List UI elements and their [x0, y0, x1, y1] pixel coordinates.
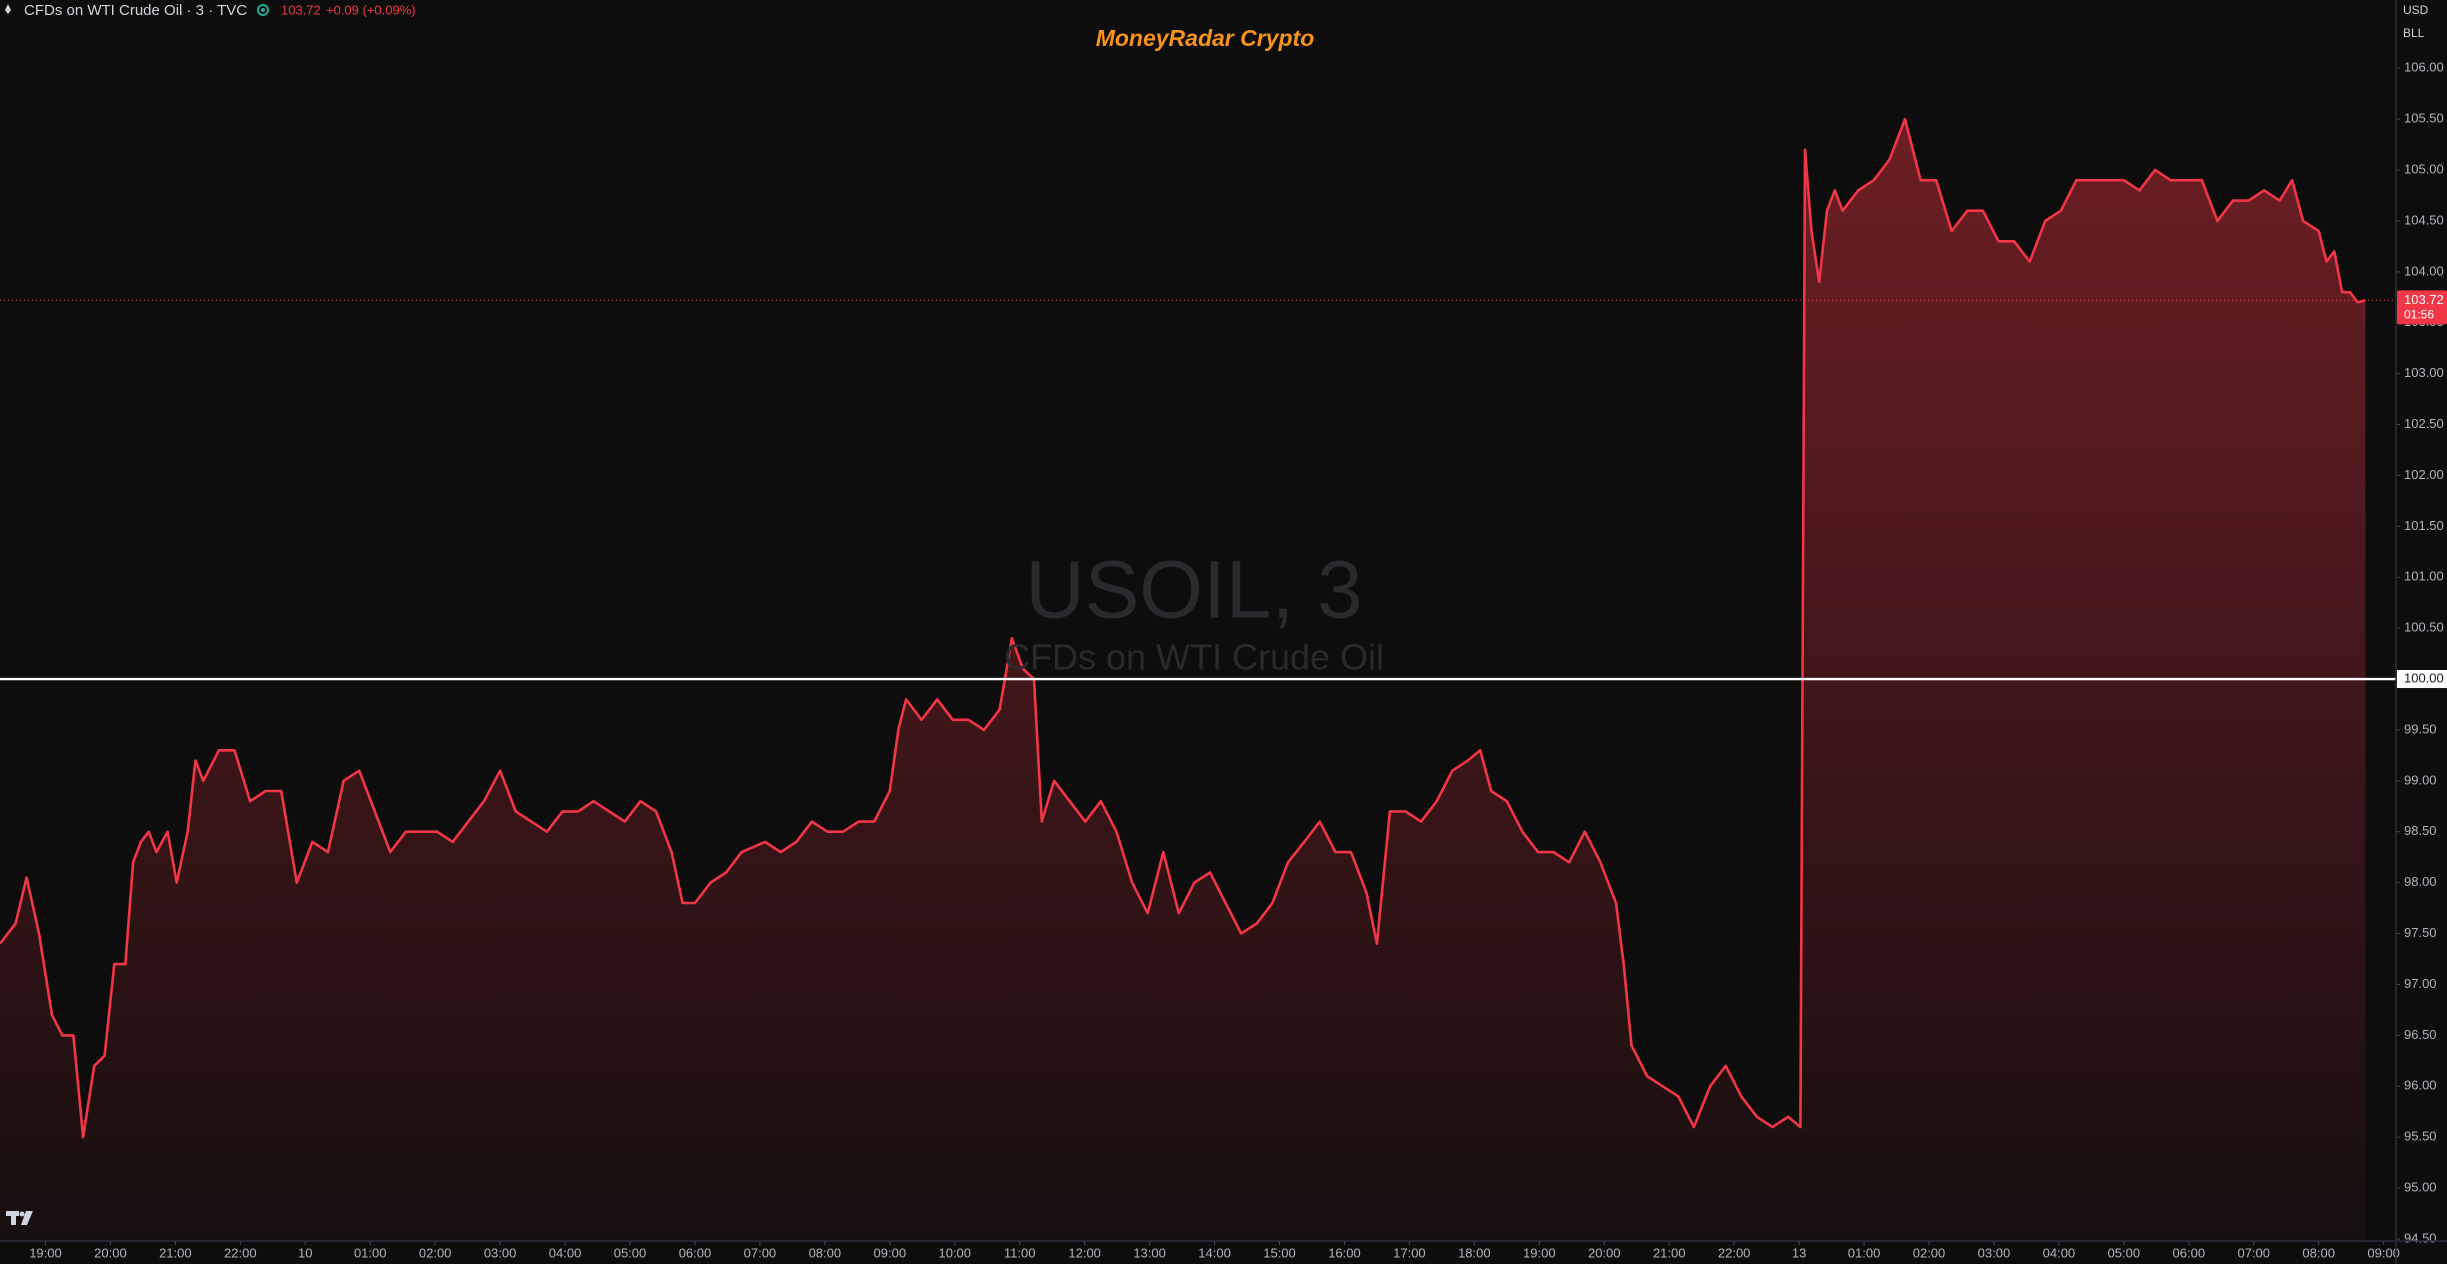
- x-tick-label: 01:00: [1848, 1245, 1881, 1260]
- x-tick-label: 09:00: [874, 1245, 907, 1260]
- y-tick-label: 104.00: [2404, 263, 2444, 278]
- x-tick-label: 09:00: [2367, 1245, 2400, 1260]
- x-tick-label: 14:00: [1198, 1245, 1231, 1260]
- x-tick-label: 18:00: [1458, 1245, 1491, 1260]
- x-tick-label: 03:00: [1978, 1245, 2011, 1260]
- x-tick-label: 10:00: [938, 1245, 971, 1260]
- x-tick-label: 15:00: [1263, 1245, 1296, 1260]
- y-tick-label: 101.00: [2404, 569, 2444, 584]
- header-symbol[interactable]: CFDs on WTI Crude Oil · 3 · TVC: [24, 2, 247, 19]
- hline-label: 100.00: [2404, 670, 2444, 685]
- x-tick-label: 20:00: [94, 1245, 127, 1260]
- y-tick-label: 95.50: [2404, 1129, 2437, 1144]
- watermark-name: CFDs on WTI Crude Oil: [1004, 637, 1384, 678]
- x-tick-label: 08:00: [809, 1245, 842, 1260]
- x-tick-label: 07:00: [744, 1245, 777, 1260]
- y-tick-label: 96.50: [2404, 1027, 2437, 1042]
- x-tick-label: 22:00: [1718, 1245, 1751, 1260]
- y-tick-label: 106.00: [2404, 60, 2444, 75]
- y-tick-label: 105.50: [2404, 111, 2444, 126]
- x-tick-label: 13: [1792, 1245, 1806, 1260]
- y-tick-label: 97.00: [2404, 976, 2437, 991]
- overlay: 94.50 95.00 95.50 96.00 96.50 97.00 97.50 98.00…: [0, 60, 2447, 1260]
- x-tick-label: 13:00: [1133, 1245, 1166, 1260]
- y-tick-label: 94.50: [2404, 1230, 2437, 1245]
- watermark-symbol: USOIL, 3: [1025, 545, 1362, 636]
- y-tick-label: 104.50: [2404, 212, 2444, 227]
- x-tick-label: 02:00: [1913, 1245, 1946, 1260]
- header-price: 103.72: [281, 2, 321, 17]
- x-tick-label: 16:00: [1328, 1245, 1361, 1260]
- y-tick-label: 103.00: [2404, 365, 2444, 380]
- y-tick-label: 102.50: [2404, 416, 2444, 431]
- y-tick-label: 99.50: [2404, 721, 2437, 736]
- y-tick-label: 100.50: [2404, 620, 2444, 635]
- x-tick-label: 08:00: [2302, 1245, 2335, 1260]
- last-price-box: [2397, 290, 2447, 325]
- x-tick-label: 01:00: [354, 1245, 387, 1260]
- y-tick-label: 101.50: [2404, 518, 2444, 533]
- x-tick-label: 12:00: [1068, 1245, 1101, 1260]
- x-tick-label: 06:00: [2173, 1245, 2206, 1260]
- header-change: +0.09 (+0.09%): [326, 2, 416, 17]
- x-tick-label: 04:00: [2043, 1245, 2076, 1260]
- chart-title: MoneyRadar Crypto: [1096, 25, 1315, 51]
- hline-label-box: [2397, 670, 2447, 689]
- y-tick-label: 105.00: [2404, 161, 2444, 176]
- x-tick-label: 05:00: [2108, 1245, 2141, 1260]
- x-tick-label: 19:00: [29, 1245, 62, 1260]
- y-tick-label: 102.00: [2404, 467, 2444, 482]
- x-tick-label: 22:00: [224, 1245, 257, 1260]
- x-tick-label: 07:00: [2237, 1245, 2270, 1260]
- x-tick-label: 06:00: [679, 1245, 712, 1260]
- market-status[interactable]: [257, 4, 269, 16]
- countdown: 01:56: [2404, 307, 2434, 321]
- x-tick-label: 02:00: [419, 1245, 452, 1260]
- x-tick-label: 04:00: [549, 1245, 582, 1260]
- area: [0, 119, 2366, 1242]
- x-tick-label: 19:00: [1523, 1245, 1556, 1260]
- x-tick-label: 21:00: [159, 1245, 192, 1260]
- symbol-icon: [5, 4, 11, 14]
- y-tick-label: 98.00: [2404, 874, 2437, 889]
- y-tick-label: 95.00: [2404, 1179, 2437, 1194]
- x-tick-label: 11:00: [1004, 1245, 1036, 1260]
- x-tick-label: 05:00: [614, 1245, 647, 1260]
- tradingview-logo: [6, 1211, 33, 1225]
- x-tick-label: 21:00: [1653, 1245, 1686, 1260]
- last-price-label: 103.72: [2404, 292, 2444, 307]
- price-line: [0, 117, 2366, 1139]
- unit[interactable]: BLL: [2403, 26, 2425, 40]
- x-tick-label: 10: [298, 1245, 312, 1260]
- plot-area: [0, 117, 2396, 1242]
- x-tick-label: 03:00: [484, 1245, 517, 1260]
- x-tick-label: 20:00: [1588, 1245, 1621, 1260]
- y-tick-label: 98.50: [2404, 823, 2437, 838]
- market-status-dot: [261, 8, 265, 12]
- y-tick-label: 97.50: [2404, 925, 2437, 940]
- currency[interactable]: USD: [2403, 3, 2429, 17]
- y-tick-label: 96.00: [2404, 1078, 2437, 1093]
- x-tick-label: 17:00: [1393, 1245, 1426, 1260]
- y-tick-label: 99.00: [2404, 772, 2437, 787]
